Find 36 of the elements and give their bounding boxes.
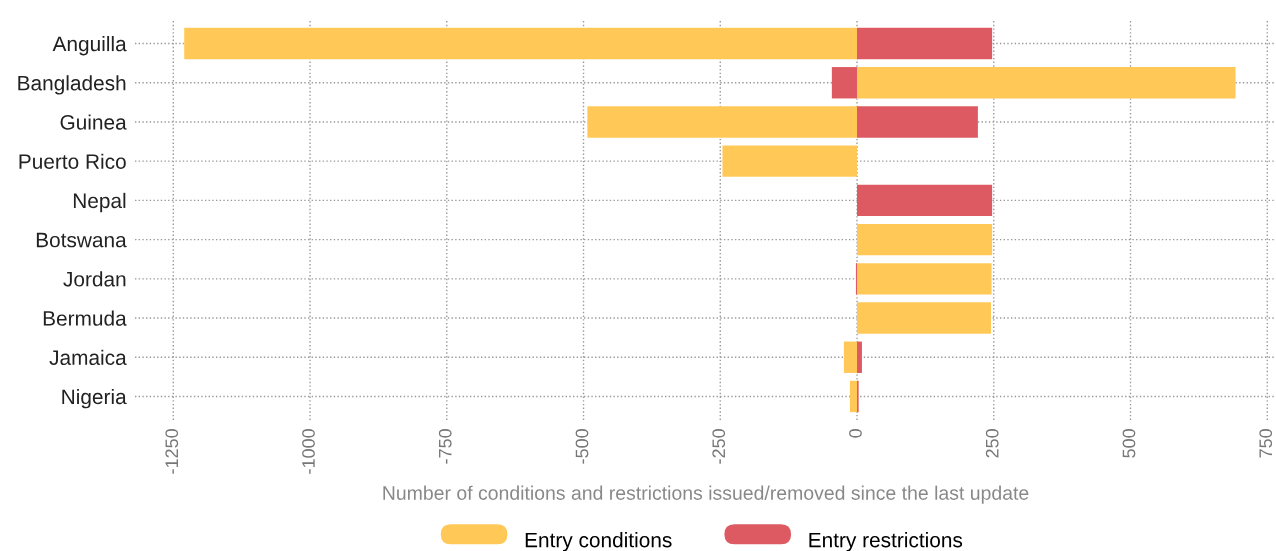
bar xyxy=(857,67,1236,99)
bar xyxy=(722,145,858,177)
y-tick-label: Puerto Rico xyxy=(19,153,126,169)
x-tick-label: -250 xyxy=(712,429,726,464)
x-tick-label: -1000 xyxy=(302,429,315,474)
bar xyxy=(831,67,858,99)
bar xyxy=(849,380,858,413)
bar xyxy=(587,106,858,138)
x-tick-label: -750 xyxy=(438,429,452,464)
x-tick-label: -1250 xyxy=(165,429,179,474)
x-tick-label: -500 xyxy=(575,429,589,464)
x-tick-label: 750 xyxy=(1259,429,1273,458)
y-tick-label: Jordan xyxy=(63,271,126,287)
bar xyxy=(857,302,992,334)
y-tick-label: Bermuda xyxy=(43,310,127,326)
bar xyxy=(857,341,862,373)
bar xyxy=(857,263,992,295)
x-axis-title: Number of conditions and restrictions issued/removed since the last update xyxy=(383,485,1029,504)
bar xyxy=(857,106,978,138)
y-tick-label: Botswana xyxy=(36,232,127,248)
x-tick-label: 250 xyxy=(985,429,999,458)
y-tick-label: Guinea xyxy=(60,114,127,130)
legend-label: Entry restrictions xyxy=(809,532,963,551)
y-tick-label: Bangladesh xyxy=(18,75,126,95)
y-tick-label: Nepal xyxy=(73,192,126,213)
bar xyxy=(857,223,993,256)
bar xyxy=(843,341,858,373)
bar xyxy=(857,184,993,217)
y-tick-label: Anguilla xyxy=(52,35,127,56)
x-tick-label: 0 xyxy=(849,429,862,438)
x-tick-label: 500 xyxy=(1122,429,1136,458)
y-tick-label: Nigeria xyxy=(62,388,127,409)
legend-label: Entry conditions xyxy=(525,532,672,551)
y-tick-label: Jamaica xyxy=(49,349,127,366)
bar xyxy=(184,27,858,60)
bar xyxy=(857,27,993,60)
